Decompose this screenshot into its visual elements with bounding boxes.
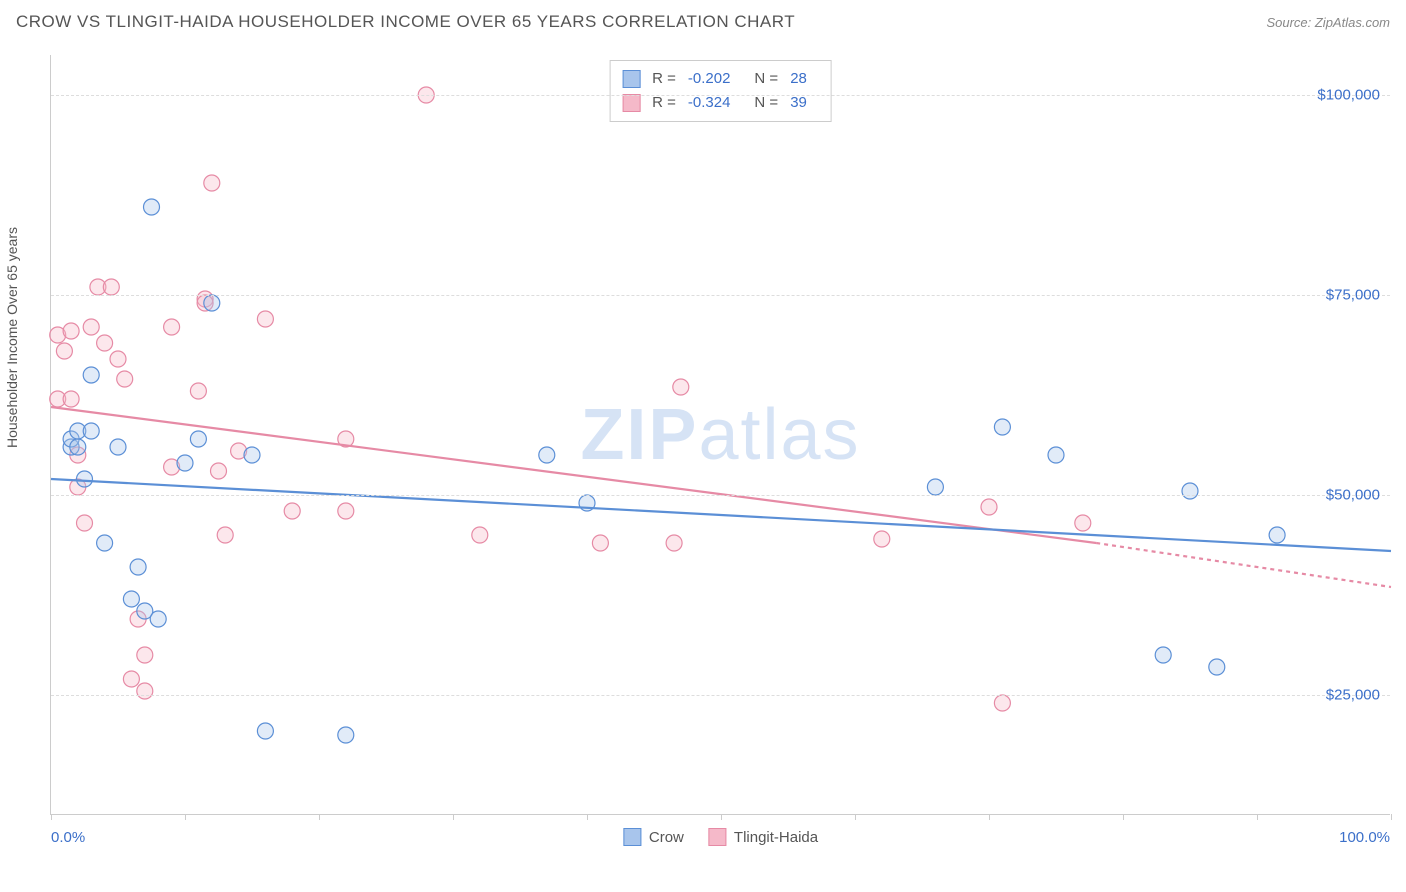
data-point <box>70 439 86 455</box>
data-point <box>123 671 139 687</box>
data-point <box>338 727 354 743</box>
x-tick <box>855 814 856 820</box>
data-point <box>204 175 220 191</box>
data-point <box>994 695 1010 711</box>
data-point <box>123 591 139 607</box>
x-axis-min-label: 0.0% <box>51 829 85 846</box>
data-point <box>874 531 890 547</box>
data-point <box>110 439 126 455</box>
data-point <box>190 383 206 399</box>
y-axis-label: Householder Income Over 65 years <box>4 227 20 448</box>
correlation-legend: R = -0.202 N = 28 R = -0.324 N = 39 <box>609 60 832 122</box>
swatch-tlingit <box>622 94 640 112</box>
legend-item-tlingit: Tlingit-Haida <box>708 828 818 846</box>
data-point <box>144 199 160 215</box>
x-tick <box>721 814 722 820</box>
chart-plot-area: ZIPatlas R = -0.202 N = 28 R = -0.324 N … <box>50 55 1390 815</box>
x-tick <box>1123 814 1124 820</box>
x-tick <box>587 814 588 820</box>
data-point <box>97 535 113 551</box>
data-point <box>83 319 99 335</box>
data-point <box>1075 515 1091 531</box>
data-point <box>77 515 93 531</box>
legend-item-crow: Crow <box>623 828 684 846</box>
series-legend: Crow Tlingit-Haida <box>623 828 818 846</box>
swatch-crow <box>622 70 640 88</box>
x-tick <box>453 814 454 820</box>
y-tick-label: $25,000 <box>1326 687 1380 704</box>
data-point <box>1155 647 1171 663</box>
data-point <box>164 319 180 335</box>
data-point <box>472 527 488 543</box>
gridline <box>51 495 1390 496</box>
legend-row-crow: R = -0.202 N = 28 <box>622 67 819 91</box>
data-point <box>137 647 153 663</box>
data-point <box>1269 527 1285 543</box>
data-point <box>83 367 99 383</box>
data-point <box>150 611 166 627</box>
data-point <box>97 335 113 351</box>
x-tick <box>1391 814 1392 820</box>
data-point <box>1209 659 1225 675</box>
data-point <box>117 371 133 387</box>
x-tick <box>1257 814 1258 820</box>
data-point <box>190 431 206 447</box>
data-point <box>56 343 72 359</box>
data-point <box>666 535 682 551</box>
data-point <box>110 351 126 367</box>
data-point <box>338 503 354 519</box>
data-point <box>211 463 227 479</box>
data-point <box>257 723 273 739</box>
swatch-tlingit-bottom <box>708 828 726 846</box>
data-point <box>673 379 689 395</box>
x-tick <box>51 814 52 820</box>
data-point <box>83 423 99 439</box>
data-point <box>103 279 119 295</box>
x-tick <box>185 814 186 820</box>
data-point <box>927 479 943 495</box>
data-point <box>994 419 1010 435</box>
y-tick-label: $100,000 <box>1317 87 1380 104</box>
gridline <box>51 695 1390 696</box>
x-tick <box>319 814 320 820</box>
scatter-plot-svg <box>51 55 1390 814</box>
data-point <box>204 295 220 311</box>
data-point <box>130 559 146 575</box>
data-point <box>539 447 555 463</box>
source-attribution: Source: ZipAtlas.com <box>1266 15 1390 30</box>
data-point <box>137 683 153 699</box>
data-point <box>1182 483 1198 499</box>
data-point <box>981 499 997 515</box>
y-tick-label: $75,000 <box>1326 287 1380 304</box>
data-point <box>63 391 79 407</box>
data-point <box>244 447 260 463</box>
data-point <box>257 311 273 327</box>
y-tick-label: $50,000 <box>1326 487 1380 504</box>
data-point <box>592 535 608 551</box>
trend-line <box>51 407 1096 543</box>
gridline <box>51 95 1390 96</box>
data-point <box>284 503 300 519</box>
chart-title: CROW VS TLINGIT-HAIDA HOUSEHOLDER INCOME… <box>16 12 795 32</box>
data-point <box>77 471 93 487</box>
x-axis-max-label: 100.0% <box>1339 829 1390 846</box>
swatch-crow-bottom <box>623 828 641 846</box>
data-point <box>63 323 79 339</box>
data-point <box>177 455 193 471</box>
gridline <box>51 295 1390 296</box>
data-point <box>1048 447 1064 463</box>
x-tick <box>989 814 990 820</box>
data-point <box>217 527 233 543</box>
